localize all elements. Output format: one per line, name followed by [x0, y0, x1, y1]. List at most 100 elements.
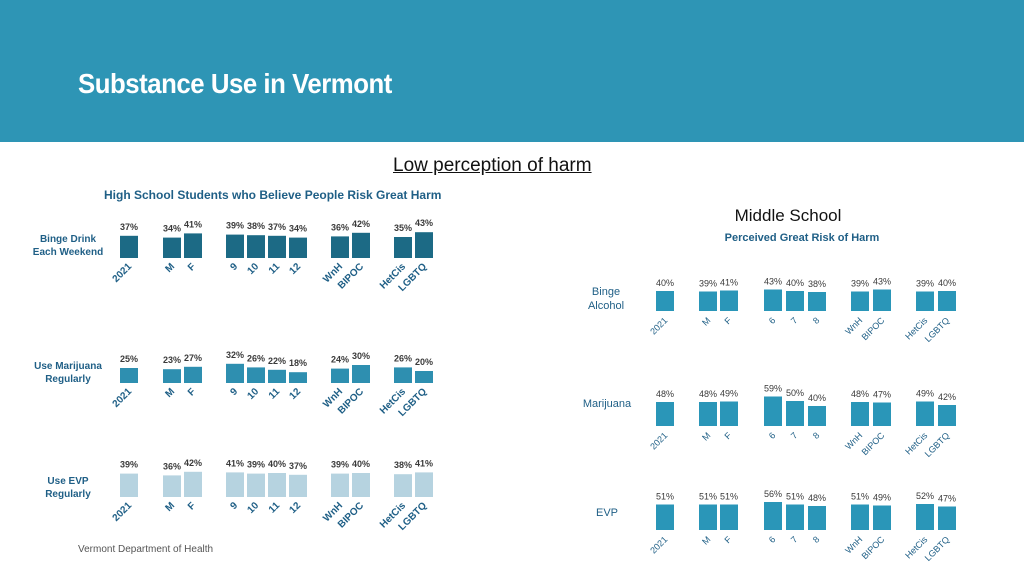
- hs-category-label-use-evp-regularly-9: 9: [228, 500, 240, 512]
- ms-category-label-evp-2021: 2021: [648, 534, 669, 555]
- hs-value-label-use-evp-regularly-10: 39%: [247, 460, 265, 470]
- ms-bar-binge-alcohol-8: [808, 292, 826, 311]
- hs-bar-binge-drink-each-weekend-10: [247, 235, 265, 258]
- hs-bar-use-marijuana-regularly-12: [289, 372, 307, 383]
- ms-bar-evp-6: [764, 502, 782, 530]
- ms-category-label-binge-alcohol-6: 6: [767, 315, 778, 326]
- hs-value-label-use-marijuana-regularly-lgbtq: 20%: [415, 357, 433, 367]
- section-subtitle: Low perception of harm: [393, 155, 592, 176]
- hs-category-label-use-evp-regularly-m: M: [163, 500, 177, 514]
- hs-row-label-line1-use-marijuana-regularly: Use Marijuana: [34, 361, 102, 372]
- hs-category-label-binge-drink-each-weekend-12: 12: [287, 261, 303, 277]
- ms-category-label-binge-alcohol-bipoc: BIPOC: [860, 315, 887, 342]
- hs-bar-use-evp-regularly-9: [226, 472, 244, 497]
- hs-bar-use-evp-regularly-lgbtq: [415, 472, 433, 497]
- ms-value-label-evp-wnh: 51%: [851, 492, 869, 502]
- hs-bar-use-marijuana-regularly-bipoc: [352, 365, 370, 383]
- ms-value-label-binge-alcohol-2021: 40%: [656, 278, 674, 288]
- ms-category-label-marijuana-bipoc: BIPOC: [860, 430, 887, 457]
- ms-chart-heading: Middle School: [735, 206, 842, 225]
- hs-bar-use-marijuana-regularly-lgbtq: [415, 371, 433, 383]
- hs-category-label-binge-drink-each-weekend-11: 11: [267, 261, 283, 277]
- ms-bar-evp-7: [786, 504, 804, 530]
- hs-bar-use-evp-regularly-12: [289, 474, 307, 497]
- ms-value-label-binge-alcohol-lgbtq: 40%: [938, 278, 956, 288]
- hs-value-label-use-evp-regularly-11: 40%: [268, 459, 286, 469]
- ms-value-label-marijuana-7: 50%: [786, 388, 804, 398]
- ms-bar-evp-bipoc: [873, 505, 891, 530]
- hs-value-label-use-marijuana-regularly-m: 23%: [163, 355, 181, 365]
- hs-bar-use-evp-regularly-2021: [120, 473, 138, 497]
- ms-bar-marijuana-bipoc: [873, 402, 891, 426]
- ms-bar-evp-lgbtq: [938, 506, 956, 530]
- ms-bar-evp-wnh: [851, 504, 869, 530]
- ms-category-label-binge-alcohol-2021: 2021: [648, 315, 669, 336]
- ms-category-label-evp-7: 7: [789, 534, 800, 545]
- ms-value-label-binge-alcohol-hetcis: 39%: [916, 279, 934, 289]
- hs-row-label-line2-use-evp-regularly: Regularly: [45, 489, 91, 500]
- ms-category-label-marijuana-lgbtq: LGBTQ: [923, 430, 952, 459]
- hs-bar-use-marijuana-regularly-hetcis: [394, 367, 412, 383]
- hs-category-label-use-evp-regularly-12: 12: [287, 500, 303, 516]
- ms-bar-marijuana-lgbtq: [938, 405, 956, 426]
- hs-bar-binge-drink-each-weekend-12: [289, 237, 307, 258]
- ms-category-label-evp-m: M: [700, 534, 712, 546]
- ms-bar-binge-alcohol-wnh: [851, 291, 869, 311]
- ms-bar-evp-2021: [656, 504, 674, 530]
- ms-value-label-marijuana-hetcis: 49%: [916, 389, 934, 399]
- ms-value-label-evp-6: 56%: [764, 489, 782, 499]
- ms-value-label-marijuana-m: 48%: [699, 389, 717, 399]
- hs-value-label-binge-drink-each-weekend-2021: 37%: [120, 222, 138, 232]
- ms-value-label-binge-alcohol-7: 40%: [786, 278, 804, 288]
- ms-bar-marijuana-7: [786, 401, 804, 426]
- hs-category-label-use-marijuana-regularly-11: 11: [267, 386, 283, 402]
- hs-value-label-use-marijuana-regularly-12: 18%: [289, 358, 307, 368]
- ms-value-label-evp-7: 51%: [786, 492, 804, 502]
- hs-bar-use-evp-regularly-wnh: [331, 473, 349, 497]
- ms-value-label-binge-alcohol-bipoc: 43%: [873, 277, 891, 287]
- hs-value-label-binge-drink-each-weekend-f: 41%: [184, 219, 202, 229]
- ms-value-label-binge-alcohol-m: 39%: [699, 279, 717, 289]
- hs-value-label-use-marijuana-regularly-10: 26%: [247, 353, 265, 363]
- ms-bar-marijuana-wnh: [851, 402, 869, 426]
- ms-bar-binge-alcohol-2021: [656, 291, 674, 311]
- hs-value-label-use-evp-regularly-9: 41%: [226, 458, 244, 468]
- ms-value-label-marijuana-8: 40%: [808, 393, 826, 403]
- ms-bar-evp-hetcis: [916, 504, 934, 530]
- ms-category-label-binge-alcohol-7: 7: [789, 315, 800, 326]
- hs-category-label-use-evp-regularly-2021: 2021: [111, 500, 135, 524]
- ms-category-label-marijuana-8: 8: [811, 430, 822, 441]
- hs-bar-use-evp-regularly-bipoc: [352, 473, 370, 497]
- ms-category-label-evp-8: 8: [811, 534, 822, 545]
- ms-bar-evp-m: [699, 504, 717, 530]
- hs-bar-binge-drink-each-weekend-hetcis: [394, 237, 412, 258]
- hs-category-label-binge-drink-each-weekend-9: 9: [228, 261, 240, 273]
- ms-value-label-marijuana-f: 49%: [720, 389, 738, 399]
- ms-bar-binge-alcohol-hetcis: [916, 291, 934, 311]
- hs-value-label-use-evp-regularly-f: 42%: [184, 458, 202, 468]
- hs-bar-use-marijuana-regularly-m: [163, 369, 181, 383]
- ms-category-label-marijuana-7: 7: [789, 430, 800, 441]
- hs-value-label-binge-drink-each-weekend-10: 38%: [247, 221, 265, 231]
- hs-category-label-binge-drink-each-weekend-f: F: [186, 261, 198, 273]
- ms-value-label-binge-alcohol-6: 43%: [764, 277, 782, 287]
- ms-value-label-binge-alcohol-wnh: 39%: [851, 279, 869, 289]
- hs-category-label-use-marijuana-regularly-9: 9: [228, 386, 240, 398]
- ms-bar-evp-8: [808, 506, 826, 530]
- ms-bar-binge-alcohol-lgbtq: [938, 291, 956, 311]
- ms-bar-marijuana-6: [764, 396, 782, 426]
- ms-value-label-evp-f: 51%: [720, 492, 738, 502]
- hs-bar-use-marijuana-regularly-2021: [120, 368, 138, 383]
- hs-category-label-use-evp-regularly-10: 10: [245, 500, 261, 516]
- hs-value-label-use-evp-regularly-wnh: 39%: [331, 460, 349, 470]
- ms-bar-marijuana-2021: [656, 402, 674, 426]
- ms-category-label-evp-lgbtq: LGBTQ: [923, 534, 952, 563]
- ms-value-label-binge-alcohol-f: 41%: [720, 278, 738, 288]
- ms-value-label-evp-lgbtq: 47%: [938, 494, 956, 504]
- hs-value-label-binge-drink-each-weekend-lgbtq: 43%: [415, 218, 433, 228]
- ms-bar-binge-alcohol-7: [786, 291, 804, 311]
- ms-value-label-marijuana-bipoc: 47%: [873, 390, 891, 400]
- hs-bar-use-evp-regularly-10: [247, 473, 265, 497]
- ms-value-label-evp-m: 51%: [699, 492, 717, 502]
